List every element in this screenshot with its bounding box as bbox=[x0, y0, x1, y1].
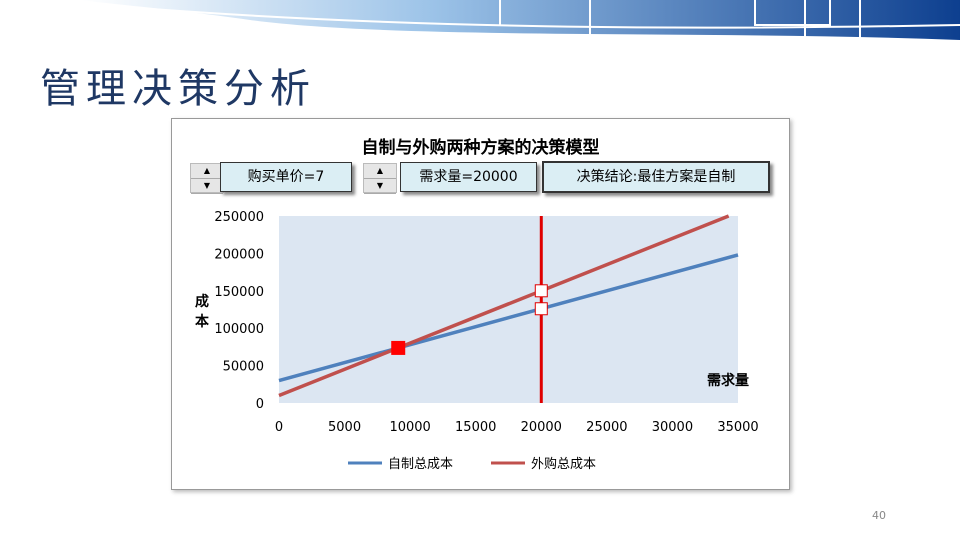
plot-area bbox=[279, 216, 738, 403]
series-line-buy bbox=[278, 214, 730, 398]
x-tick-label: 35000 bbox=[717, 420, 758, 435]
y-tick-label: 100000 bbox=[214, 322, 264, 337]
spin-down-icon[interactable]: ▼ bbox=[191, 179, 223, 194]
y-tick-label: 0 bbox=[256, 397, 264, 412]
chart-title: 自制与外购两种方案的决策模型 bbox=[361, 138, 600, 158]
intersection-marker bbox=[534, 302, 548, 316]
x-tick-label: 10000 bbox=[389, 420, 430, 435]
x-tick-label: 5000 bbox=[328, 420, 361, 435]
series-line-make bbox=[278, 253, 739, 383]
x-tick-label: 20000 bbox=[521, 420, 562, 435]
legend-label-make: 自制总成本 bbox=[388, 457, 453, 472]
x-axis-label: 需求量 bbox=[707, 372, 749, 389]
header-banner-decoration bbox=[80, 0, 960, 60]
slide-title: 管理决策分析 bbox=[40, 66, 316, 112]
x-tick-label: 15000 bbox=[455, 420, 496, 435]
legend-label-buy: 外购总成本 bbox=[531, 456, 596, 472]
x-tick-label: 30000 bbox=[652, 420, 693, 435]
y-tick-label: 200000 bbox=[214, 247, 264, 262]
y-tick-label: 50000 bbox=[223, 360, 264, 375]
intersection-marker bbox=[534, 284, 548, 298]
demand-label: 需求量=20000 bbox=[400, 162, 537, 192]
spin-down-icon[interactable]: ▼ bbox=[364, 179, 396, 194]
spin-up-icon[interactable]: ▲ bbox=[191, 164, 223, 179]
y-tick-label: 250000 bbox=[214, 210, 264, 225]
y-axis-label-1: 成 bbox=[195, 293, 209, 310]
y-tick-label: 150000 bbox=[214, 285, 264, 300]
conclusion-label: 决策结论:最佳方案是自制 bbox=[542, 161, 770, 193]
x-tick-label: 25000 bbox=[586, 420, 627, 435]
x-tick-label: 0 bbox=[275, 420, 283, 435]
demand-spinner[interactable]: ▲ ▼ bbox=[363, 163, 397, 194]
spin-up-icon[interactable]: ▲ bbox=[364, 164, 396, 179]
y-axis-label-2: 本 bbox=[195, 313, 210, 330]
page-number: 40 bbox=[872, 509, 886, 522]
breakeven-marker bbox=[391, 340, 406, 355]
price-label: 购买单价=7 bbox=[220, 162, 352, 192]
